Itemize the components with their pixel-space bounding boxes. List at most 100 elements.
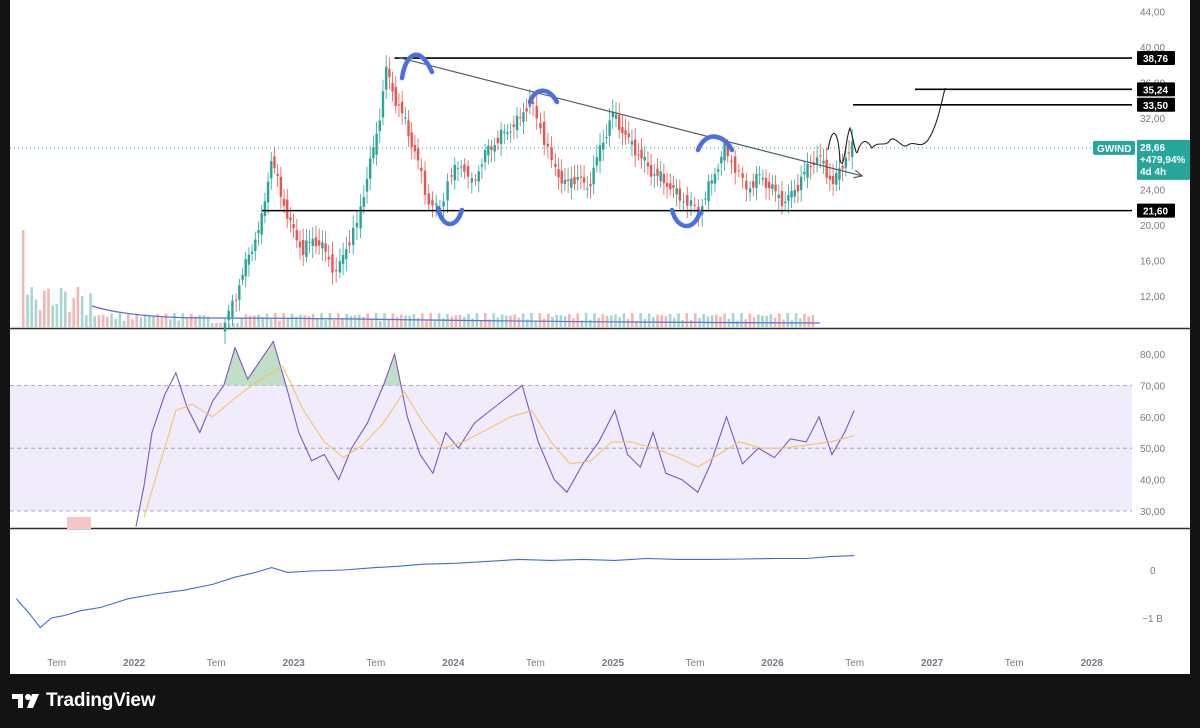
candle [713,174,717,184]
volume-bar [38,310,42,327]
volume-bar [194,316,197,327]
candle [669,183,672,190]
candle [598,145,602,162]
volume-bar [244,314,248,327]
volume-bar [391,313,395,327]
projection-path [827,87,946,164]
bar-countdown: 4d 4h [1140,167,1166,178]
volume-bar [328,313,332,327]
volume-bar [404,315,407,327]
volume-bar [278,320,281,327]
volume-bar [433,320,437,327]
candle [463,164,466,172]
price-axis-tick: 16,00 [1140,256,1165,267]
volume-bar [127,313,130,327]
candle [730,160,733,163]
candle [582,177,586,183]
volume-bar [59,288,63,327]
candle [372,147,375,159]
volume-bar [206,316,210,327]
candle [748,188,752,193]
volume-bar [76,287,80,327]
volume-bar [106,316,109,327]
volume-bar [68,312,71,327]
candle [806,163,809,178]
candle [234,299,238,301]
volume-bar [425,319,428,327]
trough-marker [435,205,465,227]
candle [279,176,283,197]
candle [407,120,410,136]
candle [254,239,257,252]
volume-bar [370,318,374,327]
chart-canvas[interactable]: 44,0040,0036,0032,0028,0024,0020,0016,00… [10,0,1190,674]
volume-bar [685,313,689,327]
candle [787,195,790,201]
peak-marker [399,52,435,81]
candle [348,242,351,246]
volume-bar [118,313,122,327]
candle [446,181,449,201]
volume-bar [786,313,789,327]
candle [758,174,761,176]
tradingview-logo-icon [12,694,39,708]
time-axis-year: 2023 [283,658,306,669]
price-axis-tick: 32,00 [1140,114,1165,125]
time-axis-month: Tem [686,658,705,669]
volume-bar [740,313,743,327]
candle [480,164,484,167]
candle [595,157,599,166]
candle [682,201,685,203]
candle [726,144,729,157]
candle [525,108,528,112]
volume-bar [731,313,735,327]
rsi-axis-tick: 30,00 [1140,507,1165,518]
volume-bar [316,318,319,327]
chart-frame[interactable]: 44,0040,0036,0032,0028,0024,0020,0016,00… [10,0,1190,674]
volume-bar [479,320,483,327]
volume-bar [568,313,571,327]
candle [359,206,362,229]
candle [617,115,621,130]
candle [381,91,385,118]
candle [630,141,634,145]
time-axis-month: Tem [366,658,385,669]
candle [678,188,682,201]
time-axis-month: Tem [845,658,864,669]
volume-bar [219,323,222,327]
volume-bar [30,287,33,327]
volume-bar [639,313,642,327]
volume-bar [383,313,386,327]
candle [659,171,662,182]
volume-bar [97,315,101,327]
volume-bar [765,315,768,327]
volume-bar [139,317,143,327]
candle [515,115,519,131]
volume-bar [589,319,592,327]
candle [796,184,800,192]
candle [314,237,318,247]
candle [321,242,324,249]
volume-bar [702,314,705,327]
candle [550,147,553,160]
candle [710,180,713,184]
volume-bar [164,313,168,327]
candle [774,184,777,192]
volume-bar [626,319,630,327]
candle [365,179,369,192]
candle [263,201,267,216]
volume-bar [51,305,54,327]
candle [579,176,583,178]
volume-bar [290,313,294,327]
volume-bar [311,314,315,327]
level-label-bg [1137,82,1175,97]
tradingview-logo[interactable]: TradingView [12,690,156,712]
candle [394,87,397,106]
volume-bar [286,318,290,327]
volume-bar [232,323,235,327]
volume-bar [622,313,626,327]
candle [231,300,234,318]
candle [704,198,707,200]
candle [822,160,825,164]
volume-bar [761,315,764,327]
